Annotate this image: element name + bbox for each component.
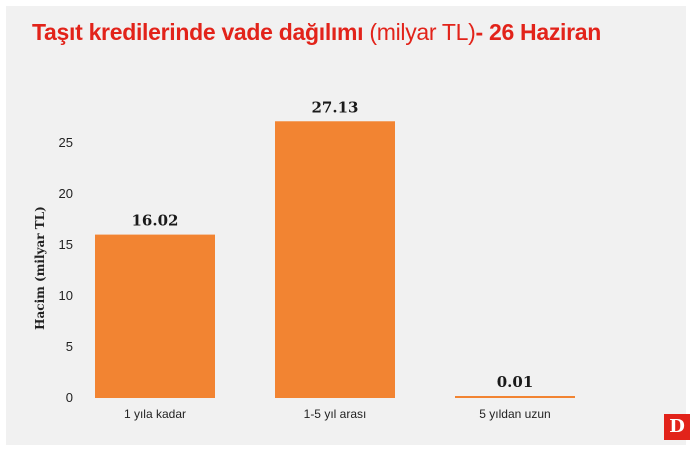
y-tick-label: 10 xyxy=(59,288,73,303)
brand-logo: D xyxy=(664,414,690,440)
x-tick-label: 1 yıla kadar xyxy=(124,407,186,421)
x-axis-ticks: 1 yıla kadar 1-5 yıl arası 5 yıldan uzun xyxy=(124,407,551,421)
bar xyxy=(455,396,575,398)
y-tick-label: 25 xyxy=(59,135,73,150)
x-tick-label: 1-5 yıl arası xyxy=(304,407,367,421)
title-date: - 26 Haziran xyxy=(475,19,602,45)
bar xyxy=(95,234,215,398)
chart-title: Taşıt kredilerinde vade dağılımı (milyar… xyxy=(32,18,601,46)
y-tick-label: 5 xyxy=(66,339,73,354)
bars xyxy=(95,121,575,399)
title-unit: (milyar TL) xyxy=(369,19,476,45)
y-tick-label: 15 xyxy=(59,237,73,252)
x-tick-label: 5 yıldan uzun xyxy=(479,407,550,421)
y-axis-ticks: 0 5 10 15 20 25 xyxy=(59,135,73,405)
data-label: 16.02 xyxy=(132,212,179,230)
data-label: 27.13 xyxy=(312,98,359,116)
data-label: 0.01 xyxy=(497,373,534,391)
bar xyxy=(275,121,395,399)
y-tick-label: 0 xyxy=(66,390,73,405)
y-axis-label: Hacim (milyar TL) xyxy=(33,206,47,330)
data-labels: 16.02 27.13 0.01 xyxy=(132,98,534,391)
y-tick-label: 20 xyxy=(59,186,73,201)
title-main: Taşıt kredilerinde vade dağılımı xyxy=(32,19,364,45)
